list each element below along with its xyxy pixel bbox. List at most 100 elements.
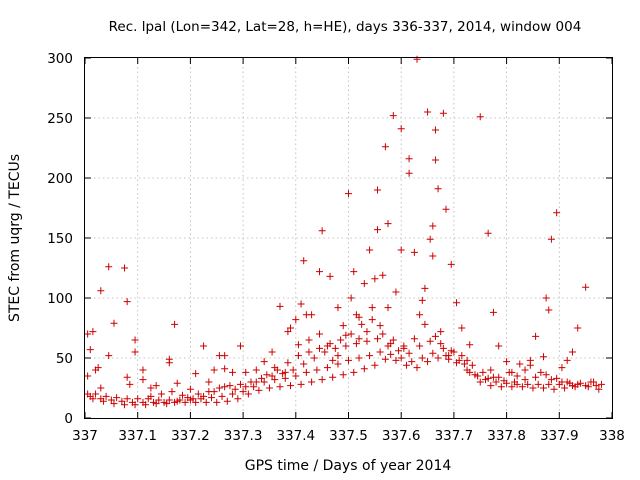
data-point xyxy=(345,356,352,364)
data-point xyxy=(157,390,165,398)
data-point xyxy=(223,397,231,405)
data-point xyxy=(229,368,237,376)
data-point xyxy=(371,361,379,369)
data-point xyxy=(352,340,360,348)
data-point xyxy=(516,360,524,368)
data-point xyxy=(550,385,558,393)
data-point xyxy=(316,344,324,352)
data-point xyxy=(218,392,226,400)
data-point xyxy=(489,308,497,316)
data-point xyxy=(210,388,218,396)
data-point xyxy=(200,342,208,350)
data-point xyxy=(458,352,466,360)
data-point xyxy=(99,397,107,405)
data-point xyxy=(547,376,555,384)
data-point xyxy=(371,275,379,283)
y-axis-label: STEC from uqrg / TECUs xyxy=(7,154,23,322)
data-point xyxy=(395,347,403,355)
data-point xyxy=(131,401,139,409)
data-point xyxy=(310,354,318,362)
data-point xyxy=(376,322,384,330)
data-point xyxy=(350,368,358,376)
x-tick-label: 337.6 xyxy=(382,428,421,444)
data-point xyxy=(97,287,105,295)
data-point xyxy=(397,125,405,133)
data-point xyxy=(92,390,100,398)
data-point xyxy=(539,353,547,361)
data-point xyxy=(389,112,397,120)
data-point xyxy=(276,383,284,391)
data-point xyxy=(202,398,210,406)
data-point xyxy=(86,346,94,354)
data-point xyxy=(526,356,534,364)
x-tick-label: 337.9 xyxy=(540,428,579,444)
data-point xyxy=(200,392,208,400)
x-axis-tick-labels: 337 337.1 337.2 337.3 337.4 337.5 337.6 337.7 33… xyxy=(72,428,625,444)
data-point xyxy=(271,376,279,384)
data-point xyxy=(126,380,134,388)
data-point xyxy=(250,383,258,391)
data-point xyxy=(173,397,181,405)
data-point xyxy=(387,350,395,358)
data-point xyxy=(294,352,302,360)
data-point xyxy=(431,126,439,134)
x-tick-label: 337.5 xyxy=(329,428,368,444)
data-point xyxy=(334,352,342,360)
data-point xyxy=(358,320,366,328)
data-point xyxy=(284,359,292,367)
data-point xyxy=(189,395,197,403)
data-point xyxy=(592,382,600,390)
data-point xyxy=(595,385,603,393)
data-point xyxy=(313,366,321,374)
data-point xyxy=(558,364,566,372)
data-point xyxy=(413,55,421,63)
data-point xyxy=(276,302,284,310)
data-point xyxy=(442,352,450,360)
data-point xyxy=(366,352,374,360)
data-point xyxy=(118,397,126,405)
grid-lines xyxy=(85,58,612,418)
data-point xyxy=(284,328,292,336)
data-point xyxy=(84,372,92,380)
data-point xyxy=(360,365,368,373)
data-point xyxy=(316,268,324,276)
data-point xyxy=(178,391,186,399)
data-point xyxy=(495,342,503,350)
data-point xyxy=(184,394,192,402)
data-point xyxy=(297,300,305,308)
data-point xyxy=(339,371,347,379)
data-point xyxy=(260,358,268,366)
x-tick-label: 337.4 xyxy=(276,428,315,444)
chart-title: Rec. lpal (Lon=342, Lat=28, h=HE), days … xyxy=(109,19,582,35)
x-tick-label: 337.2 xyxy=(171,428,210,444)
data-point xyxy=(384,342,392,350)
data-point xyxy=(429,222,437,230)
data-point xyxy=(392,356,400,364)
data-point xyxy=(355,335,363,343)
data-point xyxy=(474,372,482,380)
data-point xyxy=(381,355,389,363)
data-point xyxy=(329,373,337,381)
data-point xyxy=(492,378,500,386)
data-point xyxy=(279,370,287,378)
data-point xyxy=(553,374,561,382)
data-point xyxy=(242,383,250,391)
data-point xyxy=(294,341,302,349)
data-point xyxy=(94,364,102,372)
data-point xyxy=(236,342,244,350)
data-point xyxy=(350,268,358,276)
data-point xyxy=(426,337,434,345)
data-point xyxy=(487,382,495,390)
y-axis-tick-labels: 0 50 100 150 200 250 300 xyxy=(47,51,73,427)
data-point xyxy=(107,396,115,404)
data-point xyxy=(424,358,432,366)
data-point xyxy=(123,395,131,403)
data-point xyxy=(410,248,418,256)
data-point xyxy=(239,388,247,396)
data-point xyxy=(192,398,200,406)
data-point xyxy=(447,347,455,355)
data-point xyxy=(384,304,392,312)
data-point xyxy=(429,252,437,260)
data-point xyxy=(542,371,550,379)
